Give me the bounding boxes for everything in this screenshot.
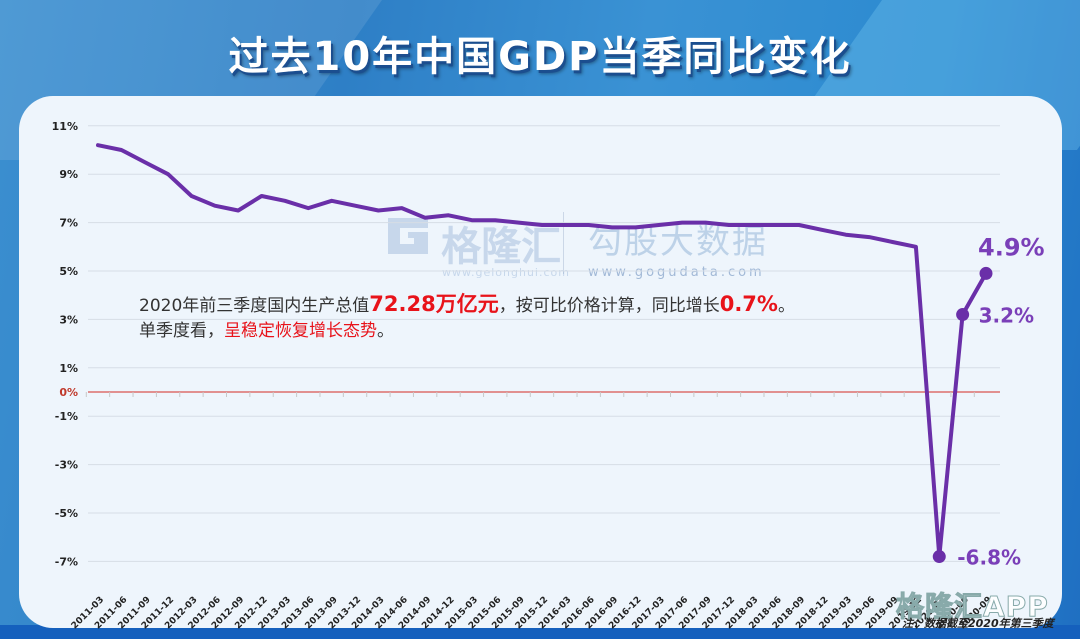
data-label: 3.2% <box>979 304 1034 328</box>
y-tick-label: 5% <box>59 265 78 278</box>
y-tick-label: -1% <box>55 410 78 423</box>
gdp-series-line <box>96 143 988 559</box>
gelonghui-logo-icon <box>384 214 436 268</box>
y-tick-label: -7% <box>55 555 78 568</box>
background-bottom-bar <box>0 625 1080 639</box>
y-tick-label: 1% <box>59 362 78 375</box>
y-tick-label: 7% <box>59 217 78 230</box>
y-tick-label: 11% <box>52 120 78 133</box>
annotation-highlight: 呈稳定恢复增长态势 <box>224 321 377 341</box>
gdp-total-value: 72.28万亿元 <box>369 292 499 316</box>
gelonghui-app-watermark: 格隆汇APP <box>896 590 1049 624</box>
y-tick-label: -3% <box>55 459 78 472</box>
watermark-divider <box>563 212 564 274</box>
data-label: -6.8% <box>957 546 1021 570</box>
data-point-marker <box>956 308 970 322</box>
annotation-line-1: 2020年前三季度国内生产总值72.28万亿元，按可比价格计算，同比增长0.7%… <box>139 292 795 316</box>
data-point-marker <box>932 550 946 564</box>
y-tick-label: 0% <box>59 386 78 399</box>
chart-title: 过去10年中国GDP当季同比变化 <box>228 34 852 80</box>
y-tick-label: 9% <box>59 168 78 181</box>
gogudata-url: www.gogudata.com <box>588 265 765 280</box>
y-tick-label: 3% <box>59 313 78 326</box>
gelonghui-watermark: 格隆汇 www.gelonghui.com <box>384 214 570 279</box>
data-point-marker <box>979 266 993 280</box>
annotation-line-2: 单季度看，呈稳定恢复增长态势。 <box>139 321 394 341</box>
y-tick-label: -5% <box>55 507 78 520</box>
footnote: 注：数据截至2020年第三季度 <box>902 617 1054 630</box>
data-label: 4.9% <box>978 233 1045 261</box>
gelonghui-url: www.gelonghui.com <box>442 266 570 279</box>
gelonghui-logo-text: 格隆汇 <box>441 224 562 270</box>
gdp-growth-value: 0.7% <box>719 292 778 316</box>
annotation-text: 2020年前三季度国内生产总值72.28万亿元，按可比价格计算，同比增长0.7%… <box>139 292 795 344</box>
chart-panel <box>19 96 1062 628</box>
